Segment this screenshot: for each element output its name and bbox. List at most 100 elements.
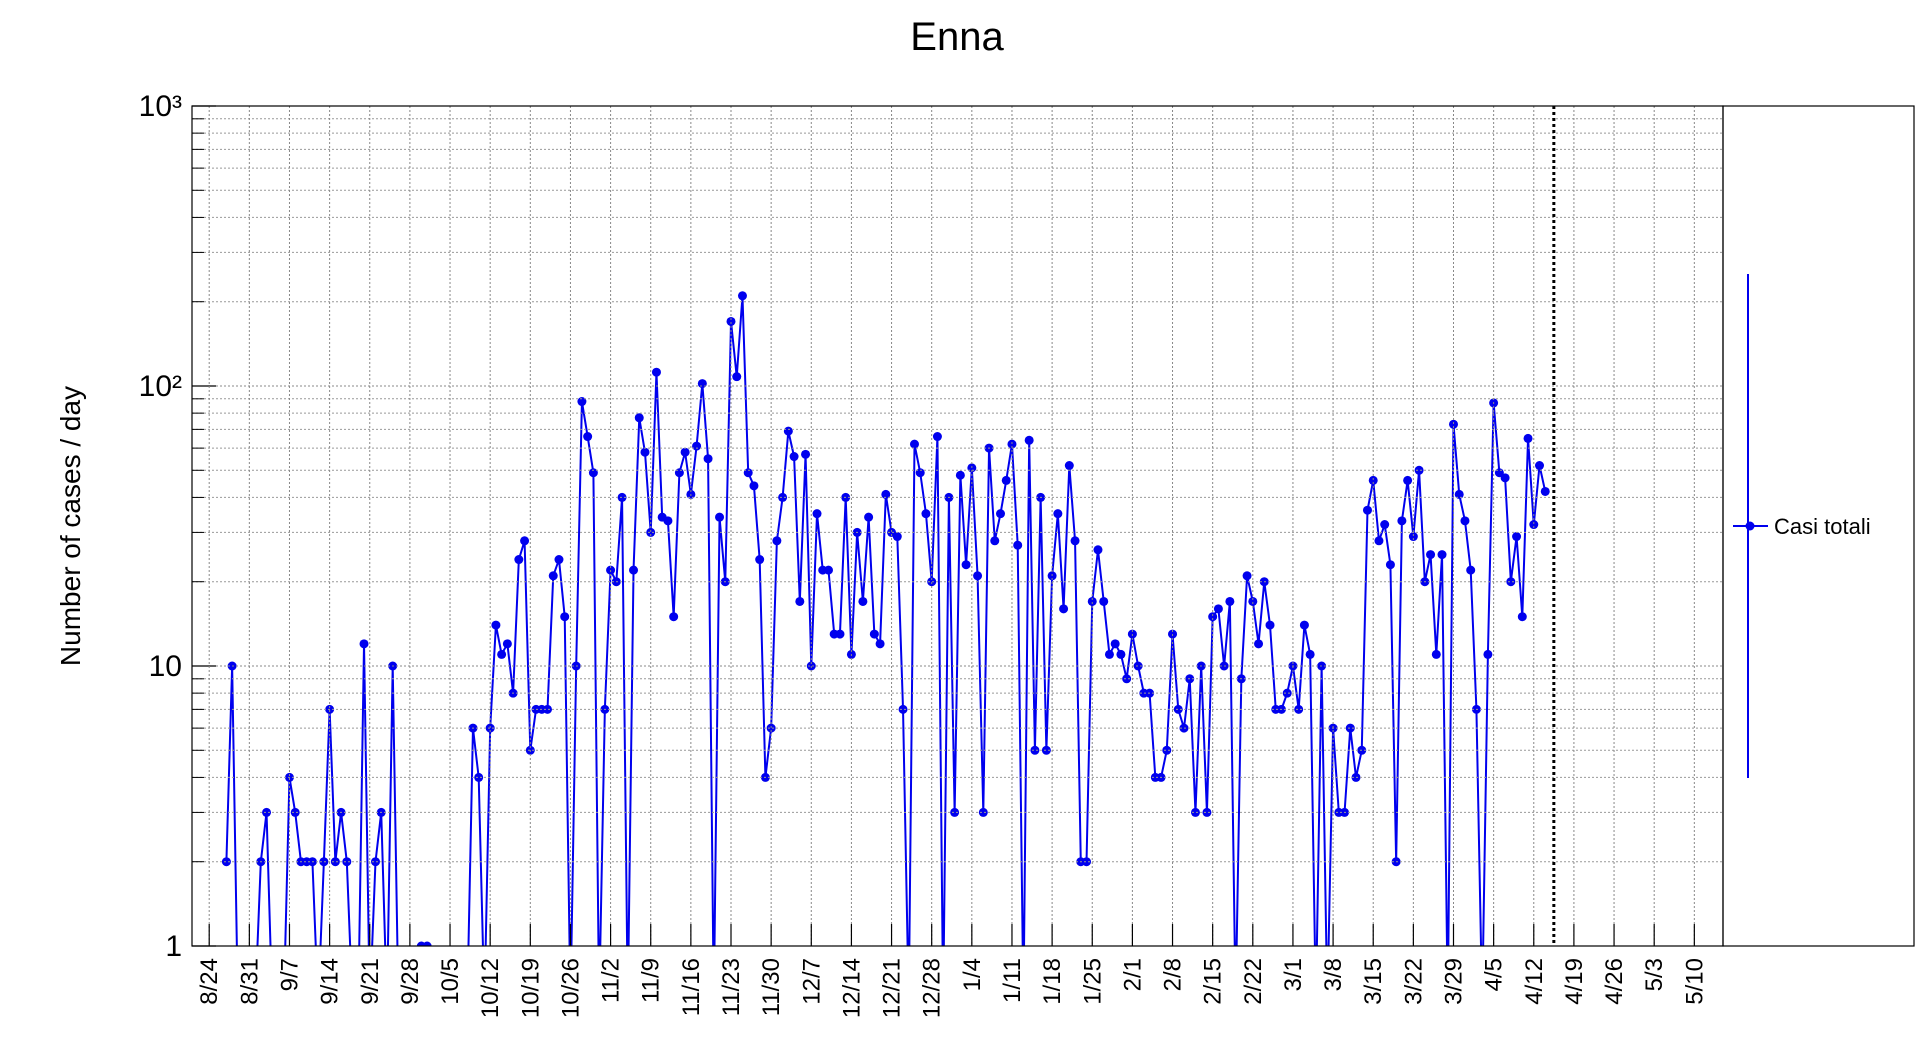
data-point	[749, 481, 759, 491]
data-point	[1448, 419, 1458, 429]
data-point	[1294, 704, 1304, 714]
data-point	[766, 723, 776, 733]
data-point	[290, 807, 300, 817]
x-tick-label: 12/7	[798, 958, 825, 1005]
data-point	[864, 512, 874, 522]
data-point	[221, 857, 231, 867]
data-point	[1517, 612, 1527, 622]
data-point	[319, 857, 329, 867]
data-point	[1535, 461, 1545, 471]
data-point	[548, 571, 558, 581]
x-tick-label: 12/28	[919, 958, 946, 1018]
data-point	[1110, 639, 1120, 649]
data-point	[1282, 688, 1292, 698]
x-tick-label: 4/5	[1481, 958, 1508, 991]
data-point	[955, 470, 965, 480]
data-point	[1368, 475, 1378, 485]
data-point	[1529, 520, 1539, 530]
data-point	[1506, 577, 1516, 587]
data-point	[1380, 520, 1390, 530]
x-tick-label: 3/22	[1400, 958, 1427, 1005]
data-point	[1093, 545, 1103, 555]
data-point	[875, 639, 885, 649]
data-point	[330, 857, 340, 867]
data-point	[1087, 596, 1097, 606]
data-point	[640, 447, 650, 457]
data-point	[1242, 571, 1252, 581]
data-point	[583, 432, 593, 442]
data-point	[1104, 649, 1114, 659]
x-tick-label: 10/19	[517, 958, 544, 1018]
data-point	[1041, 745, 1051, 755]
data-point	[634, 413, 644, 423]
x-tick-label: 11/2	[598, 958, 625, 1003]
data-point	[1179, 723, 1189, 733]
data-point	[1426, 550, 1436, 560]
data-point	[1385, 560, 1395, 570]
data-point	[1162, 745, 1172, 755]
data-point	[474, 772, 484, 782]
y-tick-label: 10	[149, 650, 182, 683]
x-tick-label: 1/11	[999, 958, 1026, 1003]
x-tick-label: 9/7	[276, 958, 303, 991]
data-point	[485, 723, 495, 733]
data-point	[629, 565, 639, 575]
data-point	[1116, 649, 1126, 659]
data-point	[737, 291, 747, 301]
data-point	[1190, 807, 1200, 817]
data-point	[1414, 465, 1424, 475]
data-point	[1173, 704, 1183, 714]
data-point	[909, 439, 919, 449]
data-point	[881, 489, 891, 499]
data-point	[1397, 516, 1407, 526]
x-tick-label: 10/5	[437, 958, 464, 1005]
data-point	[932, 432, 942, 442]
data-point	[703, 454, 713, 464]
data-point	[520, 536, 530, 546]
data-point	[778, 492, 788, 502]
x-tick-label: 3/29	[1440, 958, 1467, 1005]
data-point	[651, 367, 661, 377]
data-point	[772, 536, 782, 546]
x-tick-label: 8/31	[236, 958, 263, 1005]
data-point	[978, 807, 988, 817]
x-tick-label: 4/12	[1521, 958, 1548, 1005]
x-tick-label: 10/26	[557, 958, 584, 1018]
data-point	[732, 372, 742, 382]
data-point	[1013, 540, 1023, 550]
data-point	[669, 612, 679, 622]
data-point	[1030, 745, 1040, 755]
data-point	[898, 704, 908, 714]
x-tick-label: 9/14	[317, 958, 344, 1005]
data-point	[743, 468, 753, 478]
data-point	[1213, 604, 1223, 614]
data-point	[1133, 661, 1143, 671]
data-point	[1305, 649, 1315, 659]
data-point	[262, 807, 272, 817]
data-point	[1345, 723, 1355, 733]
data-point	[755, 555, 765, 565]
data-point	[680, 447, 690, 457]
x-tick-label: 11/9	[638, 958, 665, 1003]
data-point	[697, 379, 707, 389]
y-tick-label: 10²	[139, 370, 182, 403]
data-point	[1362, 505, 1372, 515]
data-point	[1254, 639, 1264, 649]
data-point	[674, 468, 684, 478]
data-point	[1001, 475, 1011, 485]
data-point	[1403, 475, 1413, 485]
data-point	[554, 555, 564, 565]
data-point	[1122, 674, 1132, 684]
x-tick-label: 2/8	[1160, 958, 1187, 991]
data-point	[1202, 807, 1212, 817]
data-point	[1070, 536, 1080, 546]
data-point	[961, 560, 971, 570]
y-tick-label: 10³	[139, 90, 182, 123]
data-point	[869, 629, 879, 639]
data-point	[990, 536, 1000, 546]
x-tick-label: 11/16	[678, 958, 705, 1016]
data-point	[915, 468, 925, 478]
data-point	[1466, 565, 1476, 575]
data-point	[783, 426, 793, 436]
